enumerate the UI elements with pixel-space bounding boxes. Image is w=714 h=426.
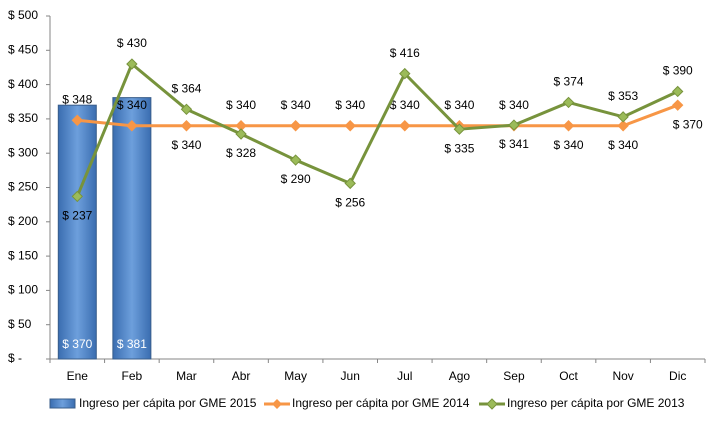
marker [617,120,629,132]
legend-swatch [486,398,498,410]
y-tick-label: $ 100 [8,283,38,297]
y-tick-label: $ - [8,351,22,365]
x-tick-label: Nov [612,369,633,383]
data-label: $ 340 [499,98,529,112]
marker [672,85,684,98]
x-tick-label: Jul [397,369,412,383]
data-label: $ 328 [226,146,256,160]
marker [289,154,302,166]
data-label: $ 340 [554,138,584,152]
data-label: $ 340 [281,98,311,112]
y-tick-label: $ 500 [8,8,38,22]
x-tick-label: Dic [669,369,686,383]
x-tick-label: May [284,369,307,383]
data-label: $ 340 [608,138,638,152]
data-label: $ 256 [335,196,365,210]
line [75,62,679,197]
y-tick-label: $ 400 [8,77,38,91]
data-label: $ 340 [171,138,201,152]
x-tick-label: Abr [232,369,251,383]
marker [180,120,193,132]
y-tick-label: $ 450 [8,42,38,56]
legend-swatch [272,399,282,409]
marker [399,67,411,80]
marker [617,111,629,123]
legend-label: Ingreso per cápita por GME 2013 [507,396,685,410]
marker [672,99,684,111]
x-tick-label: Ene [67,369,89,383]
y-tick-label: $ 200 [8,214,38,228]
x-tick-label: Jun [341,369,360,383]
data-label: $ 390 [663,64,693,78]
data-label: $ 340 [444,98,474,112]
data-label: $ 430 [117,36,147,50]
marker [399,120,411,132]
legend: Ingreso per cápita por GME 2015 Ingreso … [49,396,685,410]
bar [112,97,152,360]
data-label: $ 340 [226,98,256,112]
data-label: $ 381 [117,337,147,351]
marker [126,120,138,132]
y-tick-label: $ 350 [8,111,38,125]
marker [235,128,247,140]
data-label: $ 340 [390,98,420,112]
data-label: $ 374 [554,75,584,89]
bar [57,104,97,360]
data-label: $ 335 [444,141,474,155]
legend-swatch [49,398,76,409]
data-label: $ 353 [608,89,638,103]
y-tick-label: $ 250 [8,180,38,194]
x-tick-label: Sep [503,369,525,383]
marker [453,123,466,135]
marker [344,177,356,190]
marker [508,119,520,131]
data-label: $ 370 [62,337,92,351]
y-tick-label: $ 300 [8,145,38,159]
marker [562,96,575,109]
x-tick-label: Oct [559,369,578,383]
data-label: $ 290 [281,172,311,186]
data-label: $ 348 [62,92,92,106]
y-tick-label: $ 150 [8,248,38,262]
data-label: $ 370 [673,117,703,131]
data-label: $ 340 [117,98,147,112]
marker [71,114,83,126]
data-label: $ 340 [335,98,365,112]
x-tick-label: Mar [176,369,197,383]
data-label: $ 341 [499,137,529,151]
data-label: $ 237 [62,209,92,223]
y-tick-label: $ 50 [8,317,32,331]
marker [562,120,575,132]
marker [71,190,83,203]
data-label: $ 416 [390,46,420,60]
legend-label: Ingreso per cápita por GME 2015 [79,396,257,410]
marker [180,103,193,116]
x-tick-label: Ago [449,369,471,383]
data-label: $ 364 [171,81,201,95]
marker [344,120,356,132]
marker [126,58,138,70]
marker [289,120,302,132]
x-tick-label: Feb [122,369,143,383]
legend-label: Ingreso per cápita por GME 2014 [292,396,470,410]
